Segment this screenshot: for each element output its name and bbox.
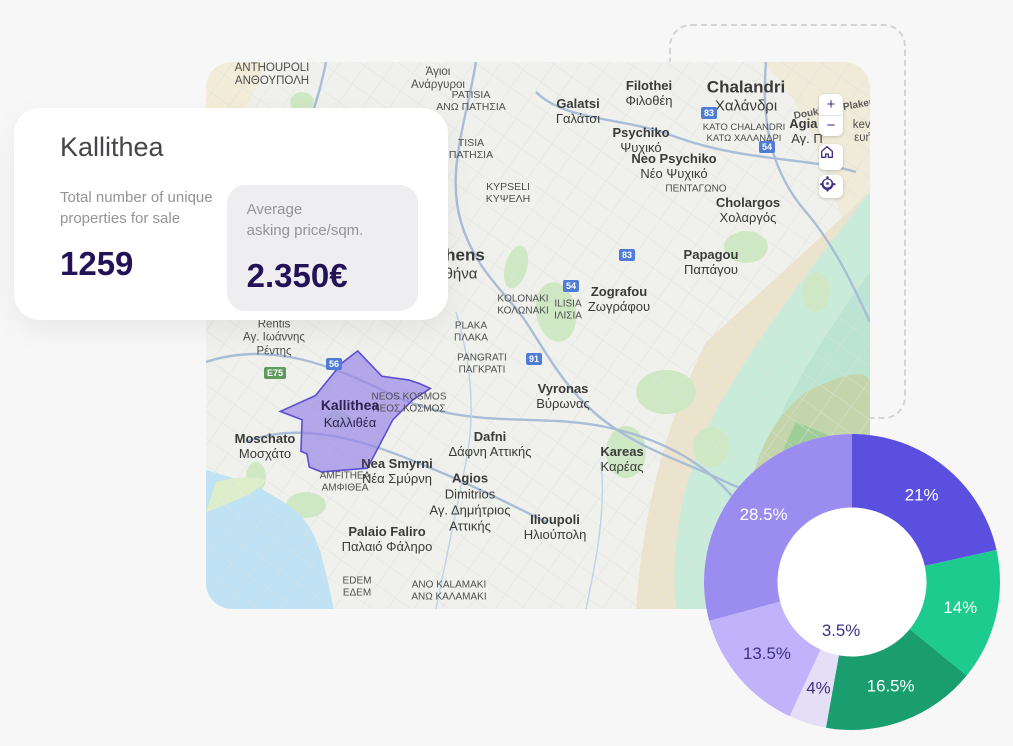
svg-text:13.5%: 13.5%	[743, 644, 791, 663]
svg-text:28.5%: 28.5%	[740, 505, 788, 524]
svg-text:21%: 21%	[905, 486, 939, 505]
svg-text:16.5%: 16.5%	[867, 677, 915, 696]
svg-text:14%: 14%	[943, 598, 977, 617]
svg-text:4%: 4%	[806, 679, 830, 698]
svg-text:3.5%: 3.5%	[822, 621, 860, 640]
